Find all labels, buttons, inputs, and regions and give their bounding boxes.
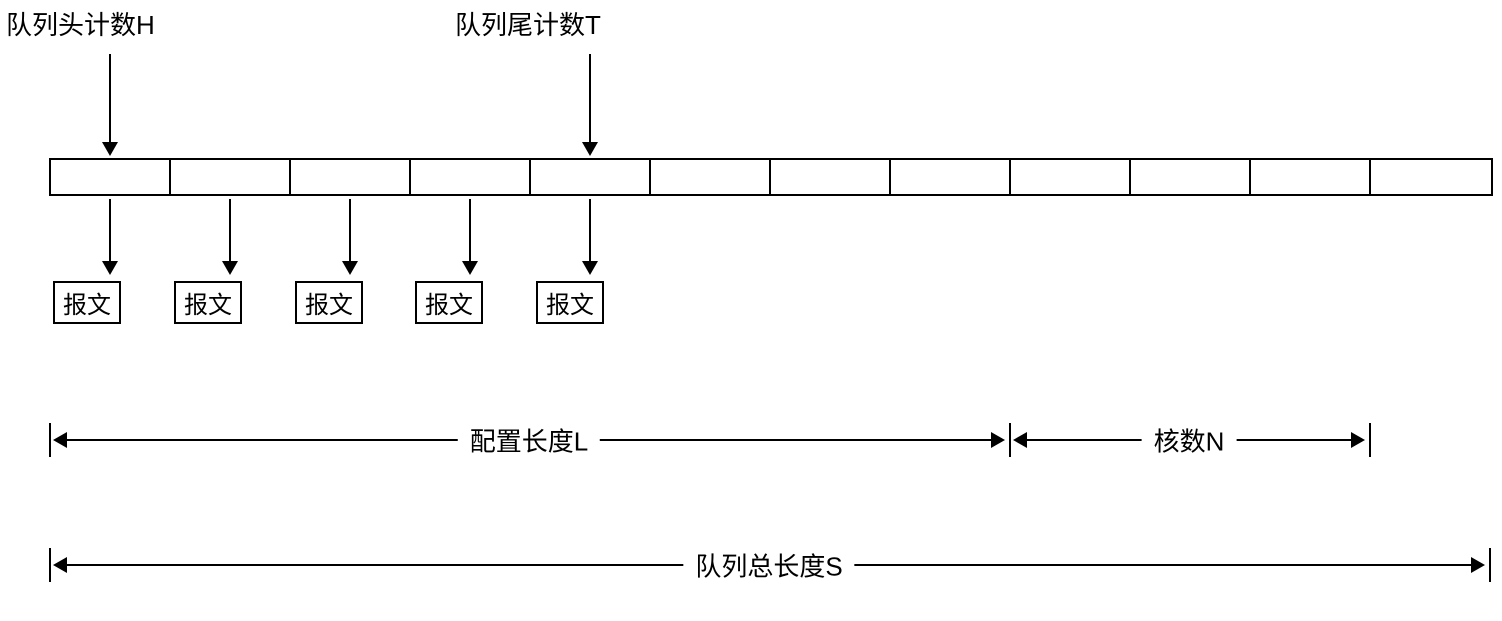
packet-box: 报文 [295, 281, 363, 324]
tail-counter-label: 队列尾计数T [455, 5, 601, 42]
packet-box: 报文 [53, 281, 121, 324]
queue-cell [291, 160, 411, 194]
dim-tick [1369, 423, 1371, 457]
dim-tick [1009, 423, 1011, 457]
queue-diagram: 队列头计数H 队列尾计数T 报文 报文 报文 报文 报文 配置长度L 核数N 队列总长度… [0, 0, 1502, 621]
packet-box: 报文 [536, 281, 604, 324]
queue-cell [1251, 160, 1371, 194]
queue-cell [1131, 160, 1251, 194]
packet-box: 报文 [415, 281, 483, 324]
queue-cells-row [49, 158, 1493, 196]
packet-arrow [589, 199, 591, 273]
packet-arrow [469, 199, 471, 273]
queue-cell [51, 160, 171, 194]
config-length-label: 配置长度L [458, 422, 600, 459]
queue-cell [1371, 160, 1491, 194]
packet-box: 报文 [174, 281, 242, 324]
packet-arrow [349, 199, 351, 273]
core-count-label: 核数N [1142, 422, 1237, 459]
queue-cell [771, 160, 891, 194]
tail-counter-arrow [589, 54, 591, 154]
dimension-row-total: 队列总长度S [49, 550, 1489, 580]
packet-arrow [229, 199, 231, 273]
dim-tick [1489, 548, 1491, 582]
queue-cell [891, 160, 1011, 194]
queue-cell [411, 160, 531, 194]
packet-arrow [109, 199, 111, 273]
queue-cell [651, 160, 771, 194]
dimension-row-config-and-cores: 配置长度L 核数N [49, 425, 1489, 455]
total-length-label: 队列总长度S [683, 547, 854, 584]
queue-cell [171, 160, 291, 194]
dim-tick [49, 548, 51, 582]
head-counter-label: 队列头计数H [6, 5, 155, 42]
queue-cell [1011, 160, 1131, 194]
head-counter-arrow [109, 54, 111, 154]
queue-cell [531, 160, 651, 194]
dim-tick [49, 423, 51, 457]
